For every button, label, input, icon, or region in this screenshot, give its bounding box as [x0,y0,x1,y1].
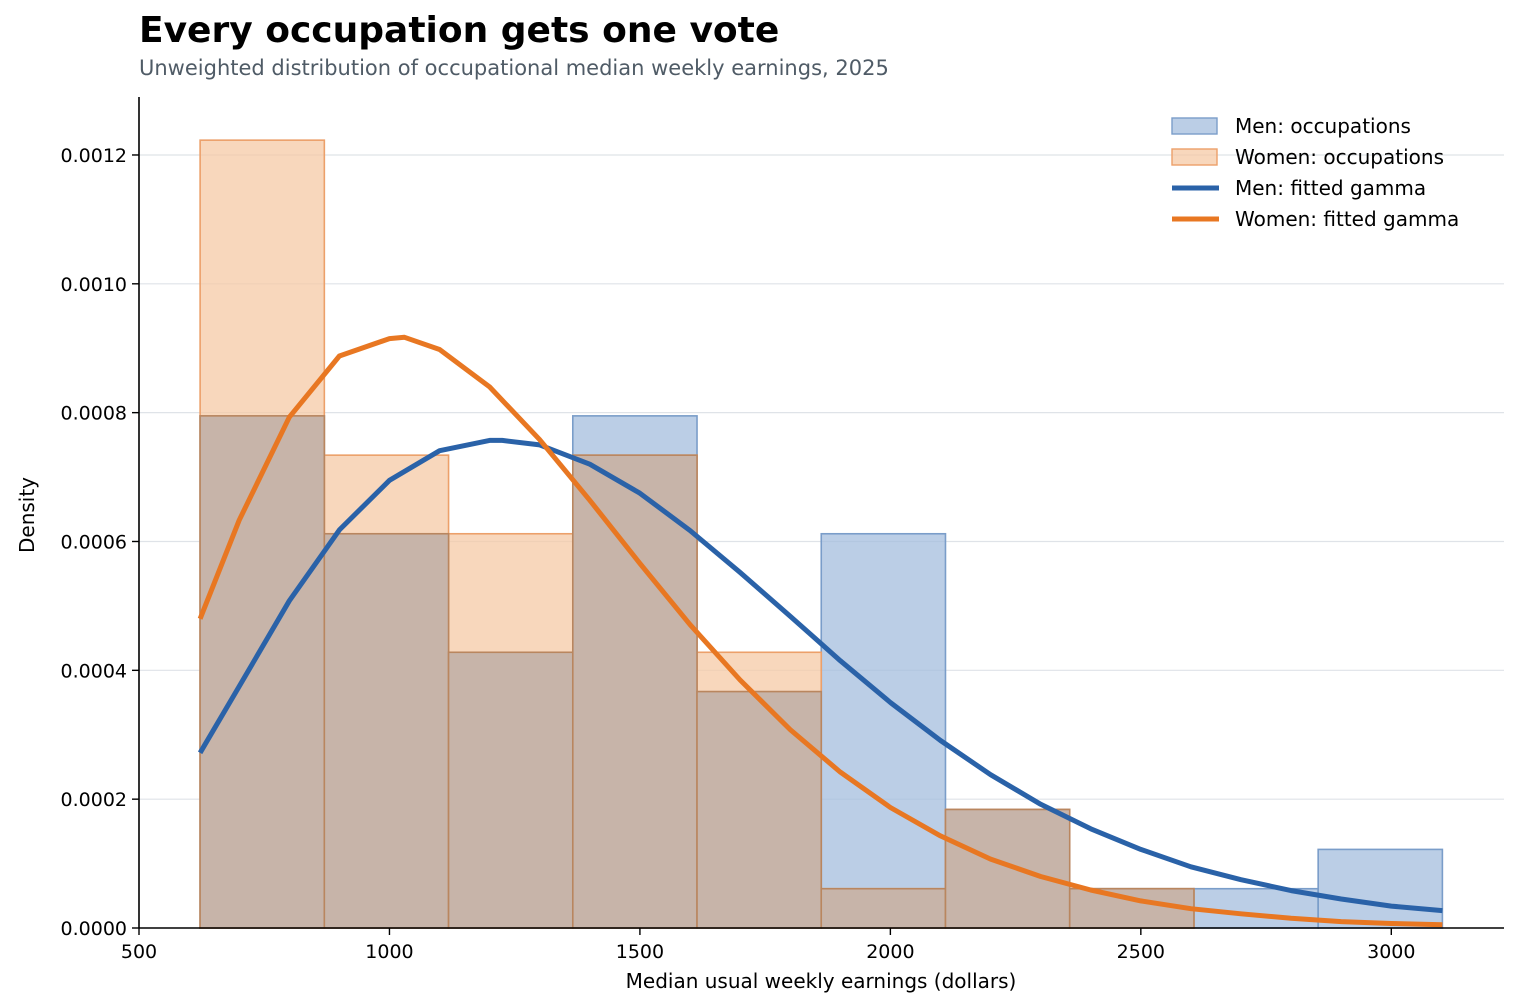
women-fitted-gamma-line [197,334,1443,928]
y-tick-label: 0.0008 [61,403,127,425]
women-histogram [199,139,1195,929]
legend-label: Women: occupations [1235,145,1444,169]
y-tick-label: 0.0002 [61,789,127,811]
y-axis-label: Density [15,477,39,553]
legend-swatch [1171,148,1218,166]
y-tick-label: 0.0004 [61,660,127,682]
y-tick-label: 0.0012 [61,145,127,167]
x-axis-label: Median usual weekly earnings (dollars) [626,969,1017,993]
legend-label: Men: fitted gamma [1235,176,1426,200]
overlap-bar [820,887,947,929]
overlap-bar [696,690,823,929]
men-fitted-gamma-line [197,437,1443,914]
chart-title: Every occupation gets one vote [139,10,780,51]
x-tick-label: 3000 [1367,941,1415,963]
overlap-bar [199,415,326,929]
tick-labels: 500 1000 1500 2000 2500 3000 0.0000 0.0002 0.000… [61,145,1416,963]
x-tick-label: 1000 [365,941,413,963]
men-histogram-bar [1193,887,1319,929]
x-tick-label: 2000 [866,941,914,963]
x-tick-label: 2500 [1117,941,1165,963]
x-tick-label: 1500 [616,941,664,963]
y-tick-label: 0.0010 [61,274,127,296]
overlap-bar [944,808,1071,929]
legend-swatch [1171,117,1218,135]
overlap-bar [571,454,698,929]
legend-label: Women: fitted gamma [1235,207,1459,231]
y-tick-label: 0.0000 [61,918,127,940]
axes [138,97,1504,929]
legend-label: Men: occupations [1235,114,1411,138]
fitted-curves [197,334,1443,928]
legend: Men: occupations Women: occupations Men: f… [1171,114,1459,231]
overlap-bar [323,532,450,929]
y-tick-label: 0.0006 [61,531,127,553]
men-histogram-bar [1317,848,1444,929]
chart-subtitle: Unweighted distribution of occupational … [139,56,889,80]
x-tick-label: 500 [121,941,157,963]
overlap-bar [447,651,574,929]
